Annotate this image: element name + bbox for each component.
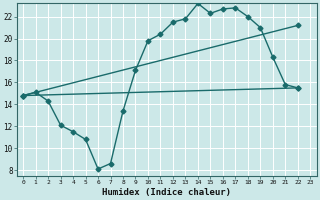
X-axis label: Humidex (Indice chaleur): Humidex (Indice chaleur) bbox=[102, 188, 231, 197]
